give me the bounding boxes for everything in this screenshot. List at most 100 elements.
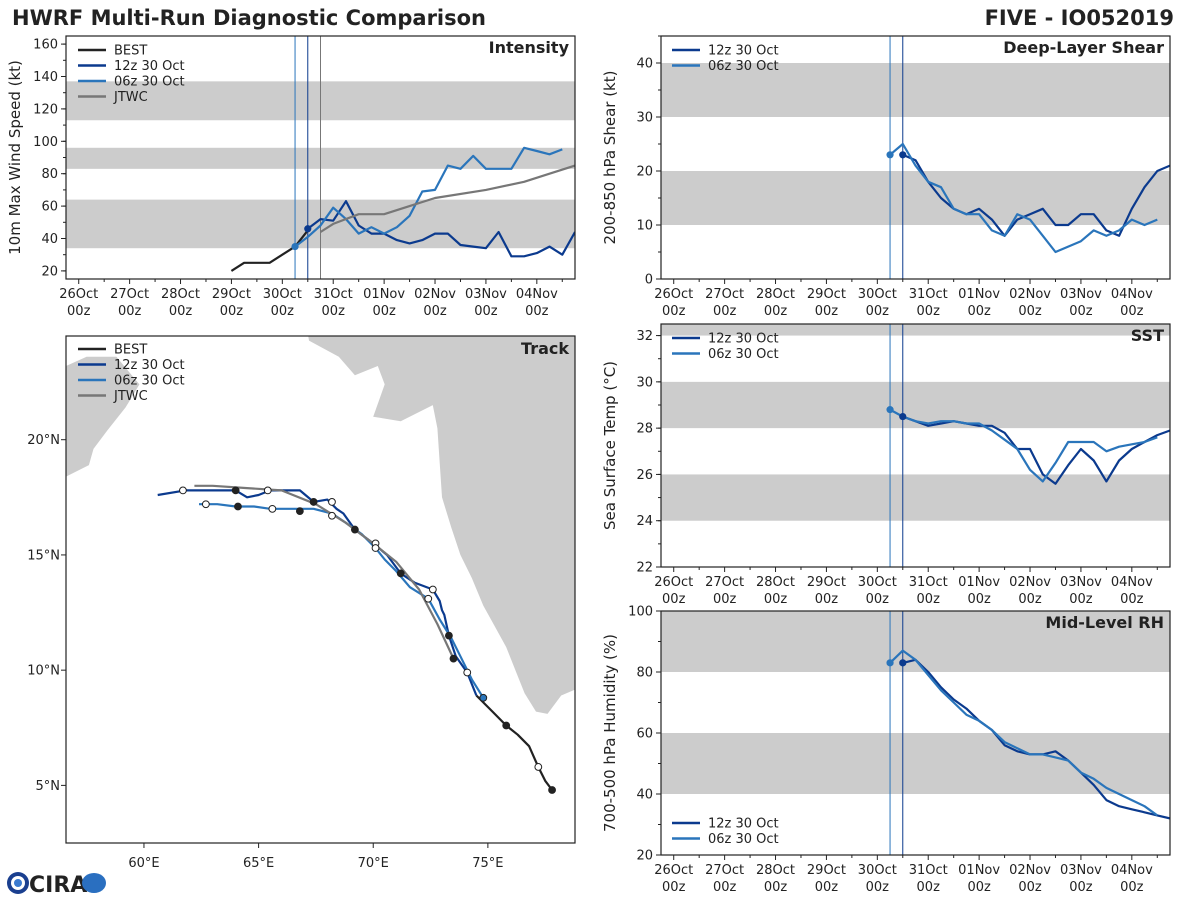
cira-logo: CIRA — [4, 868, 108, 898]
track-line-12z-30-oct — [157, 489, 478, 696]
shear-xtick-label-date: 28Oct — [756, 287, 795, 302]
intensity-ytick-label: 60 — [41, 200, 58, 215]
track-marker-12z-30-oct — [444, 631, 453, 640]
intensity-xtick-label-date: 27Oct — [110, 287, 149, 302]
track-marker-jtwc — [449, 654, 458, 663]
shear-xtick-label-date: 04Nov — [1111, 287, 1153, 302]
shear-band-1 — [661, 63, 1170, 117]
track-line-best — [475, 694, 553, 791]
sst-panel: 22 24 26 28 30 32 26Oct 00z 27Oct 00z 28Oct 00z 29Oc… — [601, 323, 1171, 607]
rh-xtick-label-date: 29Oct — [807, 863, 846, 878]
intensity-ytick-label: 20 — [41, 264, 58, 279]
intensity-xtick-label-date: 03Nov — [465, 287, 507, 302]
track-marker-12z-30-oct — [231, 486, 240, 495]
shear-xtick-label-date: 29Oct — [807, 287, 846, 302]
shear-init-marker-12z-30-oct — [899, 151, 907, 159]
shear-series-group — [889, 142, 1170, 254]
sst-line-12z-30-oct — [902, 415, 1170, 485]
shear-xtick-label-hour: 00z — [662, 304, 686, 319]
intensity-ylabel: 10m Max Wind Speed (kt) — [6, 60, 24, 255]
rh-ytick-label: 40 — [636, 788, 653, 803]
figure-title: HWRF Multi-Run Diagnostic Comparison — [12, 6, 486, 30]
sst-xtick-label-hour: 00z — [815, 592, 839, 607]
intensity-line-jtwc — [319, 164, 575, 233]
intensity-series-group — [230, 146, 575, 272]
rh-xtick-label-date: 04Nov — [1111, 863, 1153, 878]
rh-xtick-label-hour: 00z — [917, 880, 941, 895]
rh-xtick-label-hour: 00z — [713, 880, 737, 895]
shear-legend-label-06z-30-oct: 06z 30 Oct — [708, 59, 779, 74]
intensity-title: Intensity — [489, 38, 570, 57]
track-marker-12z-30-oct — [428, 585, 437, 594]
track-ytick-label: 10°N — [27, 664, 60, 679]
track-frame — [65, 335, 576, 844]
rh-init-marker-06z-30-oct — [886, 659, 894, 667]
track-legend-label-best: BEST — [114, 343, 147, 358]
intensity-xtick-label-hour: 00z — [67, 304, 91, 319]
rh-xtick-label-date: 03Nov — [1060, 863, 1102, 878]
sst-ylabel: Sea Surface Temp (°C) — [601, 361, 619, 530]
intensity-legend-label-best: BEST — [114, 44, 147, 59]
rh-xtick-label-date: 26Oct — [654, 863, 693, 878]
sst-xtick-label-hour: 00z — [917, 592, 941, 607]
sst-xtick-label-hour: 00z — [1069, 592, 1093, 607]
sst-xtick-label-date: 02Nov — [1009, 575, 1051, 590]
sst-xtick-label-date: 27Oct — [705, 575, 744, 590]
track-marker-best — [502, 721, 511, 730]
sst-xtick-label-hour: 00z — [967, 592, 991, 607]
shear-xtick-label-date: 02Nov — [1009, 287, 1051, 302]
track-xtick-label: 65°E — [243, 856, 274, 871]
intensity-xtick-label-hour: 00z — [322, 304, 346, 319]
shear-xtick-label-hour: 00z — [764, 304, 788, 319]
track-series-group — [157, 484, 556, 794]
sst-ytick-label: 28 — [636, 422, 653, 437]
shear-ytick-label: 20 — [636, 165, 653, 180]
track-marker-06z-30-oct — [234, 502, 242, 511]
track-ytick-label: 15°N — [27, 548, 60, 563]
shear-ytick-label: 40 — [636, 57, 653, 72]
shear-xtick-label-date: 27Oct — [705, 287, 744, 302]
shear-ytick-label: 0 — [645, 273, 653, 288]
intensity-xtick-label-date: 28Oct — [161, 287, 200, 302]
shear-title: Deep-Layer Shear — [1003, 38, 1164, 57]
rh-init-marker-12z-30-oct — [899, 659, 907, 667]
shear-panel: 0 10 20 30 40 26Oct 00z 27Oct 00z 28Oct 00z 29Oct 00… — [601, 35, 1171, 319]
shear-band-0 — [661, 171, 1170, 225]
shear-xtick-label-hour: 00z — [1069, 304, 1093, 319]
shear-xtick-label-date: 01Nov — [958, 287, 1000, 302]
rh-xtick-label-hour: 00z — [662, 880, 686, 895]
intensity-ytick-label: 40 — [41, 232, 58, 247]
rh-line-06z-30-oct — [889, 649, 1158, 817]
shear-xtick-label-hour: 00z — [917, 304, 941, 319]
sst-init-marker-06z-30-oct — [886, 406, 894, 414]
track-land-arabia — [66, 336, 140, 477]
track-ytick-label: 20°N — [27, 433, 60, 448]
sst-legend-label-12z-30-oct: 12z 30 Oct — [708, 332, 779, 347]
sst-xtick-label-hour: 00z — [713, 592, 737, 607]
intensity-xtick-label-hour: 00z — [169, 304, 193, 319]
track-marker-06z-30-oct — [295, 507, 304, 516]
logo-emblem-icon — [82, 873, 106, 893]
track-title: Track — [521, 339, 569, 358]
intensity-legend-label-06z-30-oct: 06z 30 Oct — [114, 75, 185, 90]
rh-xtick-label-date: 31Oct — [909, 863, 948, 878]
intensity-xtick-label-hour: 00z — [372, 304, 396, 319]
track-marker-06z-30-oct — [328, 511, 336, 520]
intensity-xtick-label-date: 02Nov — [414, 287, 456, 302]
sst-title: SST — [1131, 326, 1164, 345]
track-land-india — [304, 336, 575, 714]
shear-line-06z-30-oct — [889, 142, 1158, 254]
intensity-xtick-label-hour: 00z — [525, 304, 549, 319]
shear-xtick-label-hour: 00z — [866, 304, 890, 319]
sst-ytick-label: 26 — [636, 468, 653, 483]
sst-band-2 — [661, 324, 1170, 336]
rh-legend-label-06z-30-oct: 06z 30 Oct — [708, 832, 779, 847]
intensity-xtick-label-hour: 00z — [220, 304, 244, 319]
rh-xtick-label-date: 02Nov — [1009, 863, 1051, 878]
intensity-xtick-label-hour: 00z — [118, 304, 142, 319]
sst-xtick-label-date: 29Oct — [807, 575, 846, 590]
logo-core-icon — [14, 879, 22, 887]
intensity-ytick-label: 140 — [33, 70, 58, 85]
intensity-init-marker-12z-30-oct — [304, 225, 312, 233]
